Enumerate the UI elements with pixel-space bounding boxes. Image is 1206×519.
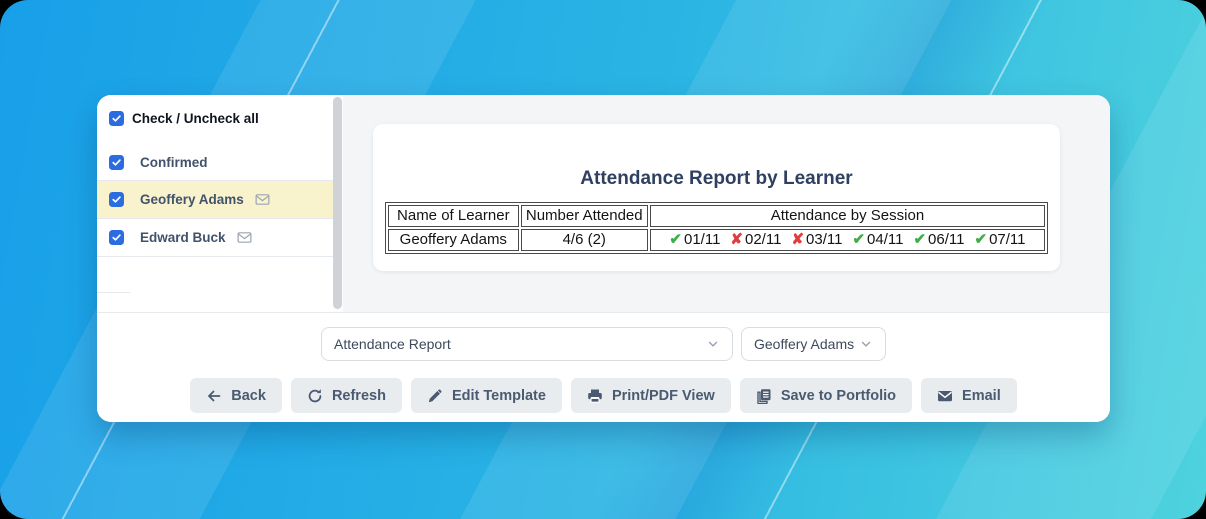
session-date: 06/11 bbox=[928, 231, 965, 248]
edward-buck-checkbox[interactable] bbox=[109, 230, 124, 245]
selects-row: Attendance Report Geoffery Adams bbox=[97, 327, 1110, 361]
attended-mark-icon: ✘ bbox=[730, 231, 743, 248]
list-item-confirmed[interactable]: Confirmed bbox=[97, 143, 333, 181]
button-label: Back bbox=[231, 387, 266, 404]
attended-mark-icon: ✔ bbox=[974, 231, 988, 248]
list-item-label: Geoffery Adams bbox=[140, 192, 244, 207]
attended-mark-icon: ✘ bbox=[791, 231, 805, 248]
button-label: Edit Template bbox=[451, 387, 546, 404]
arrow-left-icon bbox=[208, 390, 221, 401]
header-attendance-by-session: Attendance by Session bbox=[649, 205, 1045, 227]
session-entry: ✔ 06/11 bbox=[913, 231, 964, 248]
learner-select[interactable]: Geoffery Adams bbox=[741, 327, 886, 361]
attended-mark-icon: ✔ bbox=[913, 231, 927, 248]
button-label: Save to Portfolio bbox=[780, 387, 897, 404]
confirmed-checkbox[interactable] bbox=[109, 154, 124, 170]
session-date: 01/11 bbox=[683, 231, 721, 248]
report-card: Attendance Report by Learner Name of Lea… bbox=[373, 124, 1060, 271]
back-button[interactable]: Back bbox=[190, 378, 282, 413]
check-all-checkbox[interactable] bbox=[109, 110, 124, 126]
session-date: 04/11 bbox=[867, 231, 904, 248]
attended-mark-icon: ✔ bbox=[852, 231, 866, 248]
list-item-label: Edward Buck bbox=[140, 230, 226, 245]
report-type-select[interactable]: Attendance Report bbox=[321, 327, 733, 361]
cell-learner-name: Geoffery Adams bbox=[388, 229, 519, 251]
learner-list: Confirmed Geoffery Adams Edward Buck bbox=[97, 143, 333, 257]
learner-sidebar: Check / Uncheck all Confirmed Geoffery A… bbox=[97, 95, 333, 312]
cell-sessions: ✔ 01/11 ✘ 02/11 ✘ 03/11 ✔ 04/11 ✔ 06/11 ✔ 07/11 bbox=[649, 229, 1045, 251]
divider bbox=[97, 292, 130, 293]
bottom-toolbar: Attendance Report Geoffery Adams Back Re… bbox=[97, 312, 1110, 422]
chevron-down-icon bbox=[708, 341, 718, 347]
session-date: 07/11 bbox=[989, 231, 1026, 248]
session-entry: ✔ 07/11 bbox=[974, 231, 1025, 248]
top-region: Check / Uncheck all Confirmed Geoffery A… bbox=[97, 95, 1110, 312]
attended-mark-icon: ✔ bbox=[669, 231, 682, 248]
session-entry: ✔ 01/11 bbox=[669, 231, 720, 248]
email-envelope-icon[interactable] bbox=[254, 192, 271, 207]
main-card: Check / Uncheck all Confirmed Geoffery A… bbox=[97, 95, 1110, 422]
refresh-icon bbox=[308, 388, 322, 402]
buttons-row: Back Refresh Edit Template Print/PDF Vie… bbox=[97, 378, 1110, 413]
cell-number-attended: 4/6 (2) bbox=[520, 229, 648, 251]
session-date: 03/11 bbox=[806, 231, 843, 248]
header-name-of-learner: Name of Learner bbox=[388, 205, 519, 227]
email-icon bbox=[938, 390, 953, 401]
button-label: Refresh bbox=[331, 387, 386, 404]
attendance-table: Name of Learner Number Attended Attendan… bbox=[385, 202, 1048, 254]
chevron-down-icon bbox=[861, 341, 871, 347]
session-entry: ✘ 02/11 bbox=[730, 231, 781, 248]
header-number-attended: Number Attended bbox=[520, 205, 648, 227]
session-entry: ✔ 04/11 bbox=[852, 231, 903, 248]
scrollbar-thumb[interactable] bbox=[333, 97, 342, 309]
printer-icon bbox=[588, 389, 602, 403]
button-label: Email bbox=[962, 387, 1001, 404]
checkmark-icon bbox=[112, 234, 121, 241]
list-item-edward-buck[interactable]: Edward Buck bbox=[97, 219, 333, 257]
table-row: Geoffery Adams 4/6 (2) ✔ 01/11 ✘ 02/11 ✘ 03/1… bbox=[388, 229, 1045, 251]
checkmark-icon bbox=[112, 114, 121, 122]
email-envelope-icon[interactable] bbox=[236, 230, 253, 245]
report-title: Attendance Report by Learner bbox=[580, 168, 853, 189]
print-pdf-view-button[interactable]: Print/PDF View bbox=[570, 378, 731, 413]
list-item-geoffery-adams[interactable]: Geoffery Adams bbox=[97, 181, 333, 219]
save-to-portfolio-button[interactable]: Save to Portfolio bbox=[739, 378, 913, 413]
sidebar-scrollbar[interactable] bbox=[333, 95, 343, 312]
button-label: Print/PDF View bbox=[611, 387, 715, 404]
session-date: 02/11 bbox=[745, 231, 782, 248]
table-header-row: Name of Learner Number Attended Attendan… bbox=[388, 205, 1045, 227]
email-button[interactable]: Email bbox=[921, 378, 1017, 413]
checkmark-icon bbox=[112, 196, 121, 203]
geoffery-adams-checkbox[interactable] bbox=[109, 192, 124, 207]
report-type-value: Attendance Report bbox=[334, 336, 451, 352]
session-entry: ✘ 03/11 bbox=[791, 231, 842, 248]
list-item-label: Confirmed bbox=[140, 154, 208, 170]
portfolio-icon bbox=[757, 388, 771, 404]
checkmark-icon bbox=[112, 158, 121, 166]
pencil-icon bbox=[428, 389, 442, 402]
edit-template-button[interactable]: Edit Template bbox=[410, 378, 562, 413]
check-all-label: Check / Uncheck all bbox=[132, 110, 259, 126]
report-area: Attendance Report by Learner Name of Lea… bbox=[343, 95, 1110, 312]
check-uncheck-all-row[interactable]: Check / Uncheck all bbox=[109, 106, 333, 130]
learner-select-value: Geoffery Adams bbox=[754, 336, 855, 352]
refresh-button[interactable]: Refresh bbox=[290, 378, 402, 413]
